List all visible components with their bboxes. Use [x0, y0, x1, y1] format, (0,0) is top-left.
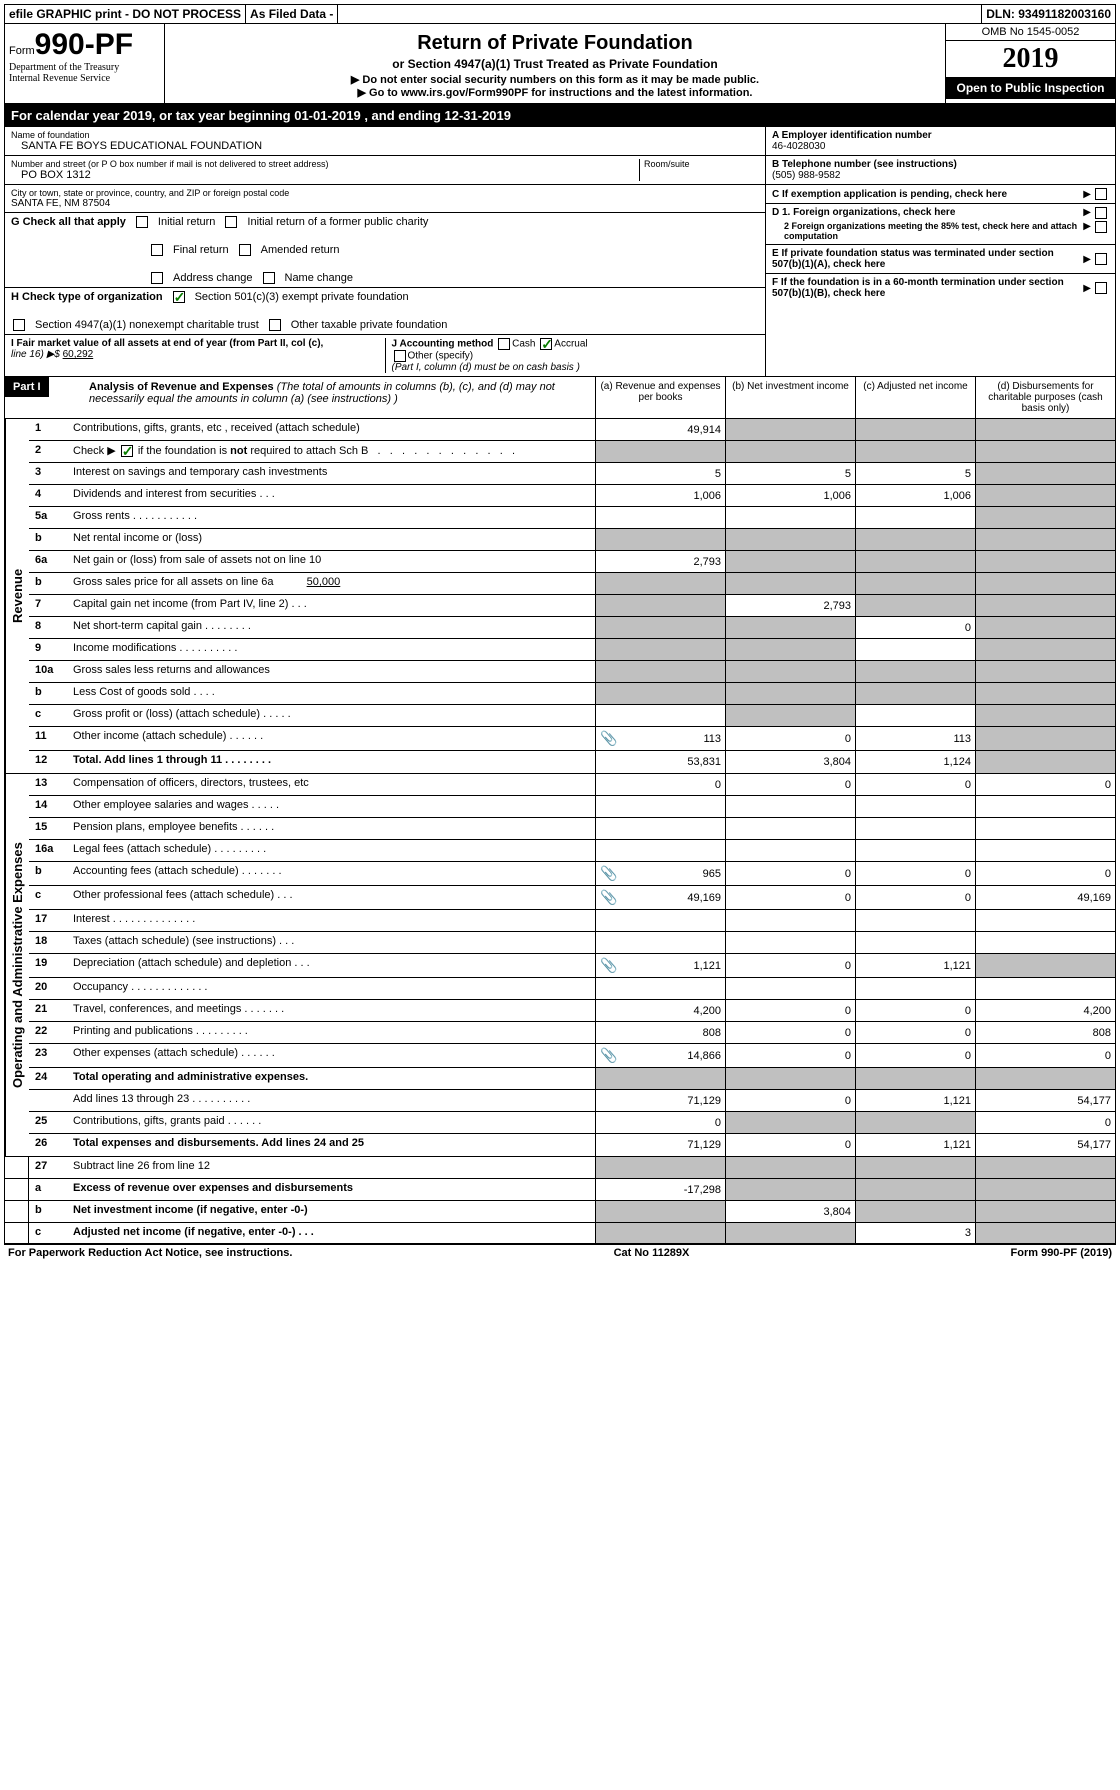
- arrow-icon: ▶: [1083, 189, 1091, 200]
- cash-checkbox[interactable]: [498, 338, 510, 350]
- cat-no: Cat No 11289X: [614, 1247, 690, 1259]
- city-state-zip: SANTA FE, NM 87504: [11, 198, 759, 209]
- info-section: Name of foundation SANTA FE BOYS EDUCATI…: [4, 127, 1116, 377]
- main-title: Return of Private Foundation: [169, 32, 941, 55]
- attach-icon[interactable]: 📎: [600, 865, 617, 882]
- subtitle: or Section 4947(a)(1) Trust Treated as P…: [169, 57, 941, 71]
- 501c3-checkbox[interactable]: [173, 291, 185, 303]
- right-box: OMB No 1545-0052 2019 Open to Public Ins…: [945, 24, 1115, 103]
- dln: DLN: 93491182003160: [982, 5, 1115, 23]
- expenses-side-label: Operating and Administrative Expenses: [5, 774, 29, 1156]
- col-c-header: (c) Adjusted net income: [855, 377, 975, 418]
- accrual-checkbox[interactable]: [540, 338, 552, 350]
- form-ref: Form 990-PF (2019): [1011, 1247, 1112, 1259]
- fmv-value: 60,292: [63, 349, 94, 360]
- f-checkbox[interactable]: [1095, 282, 1107, 294]
- address-change-checkbox[interactable]: [151, 272, 163, 284]
- other-taxable-checkbox[interactable]: [269, 319, 281, 331]
- g-row: G Check all that apply Initial return In…: [5, 213, 765, 288]
- h-row: H Check type of organization Section 501…: [5, 288, 765, 335]
- final-return-checkbox[interactable]: [151, 244, 163, 256]
- revenue-side-label: Revenue: [5, 419, 29, 773]
- amended-return-checkbox[interactable]: [239, 244, 251, 256]
- part-label: Part I: [5, 377, 49, 397]
- ein: 46-4028030: [772, 141, 1109, 152]
- calendar-year: For calendar year 2019, or tax year begi…: [4, 104, 1116, 127]
- instruction-2: ▶ Go to www.irs.gov/Form990PF for instru…: [169, 86, 941, 99]
- open-public: Open to Public Inspection: [946, 77, 1115, 99]
- col-a-header: (a) Revenue and expenses per books: [595, 377, 725, 418]
- foundation-name: SANTA FE BOYS EDUCATIONAL FOUNDATION: [11, 140, 759, 152]
- d2-checkbox[interactable]: [1095, 221, 1107, 233]
- c-checkbox[interactable]: [1095, 188, 1107, 200]
- attach-icon[interactable]: 📎: [600, 730, 617, 747]
- 4947-checkbox[interactable]: [13, 319, 25, 331]
- tax-year: 2019: [946, 41, 1115, 77]
- e-checkbox[interactable]: [1095, 253, 1107, 265]
- form-box: Form990-PF Department of the Treasury In…: [5, 24, 165, 103]
- name-change-checkbox[interactable]: [263, 272, 275, 284]
- address: PO BOX 1312: [11, 169, 639, 181]
- form-number: 990-PF: [35, 28, 133, 61]
- form-container: efile GRAPHIC print - DO NOT PROCESS As …: [0, 0, 1120, 1265]
- part1-header: Part I Analysis of Revenue and Expenses …: [4, 377, 1116, 419]
- initial-return-checkbox[interactable]: [136, 216, 148, 228]
- as-filed: As Filed Data -: [246, 5, 338, 23]
- phone: (505) 988-9582: [772, 170, 1109, 181]
- instruction-1: ▶ Do not enter social security numbers o…: [169, 73, 941, 86]
- paperwork-notice: For Paperwork Reduction Act Notice, see …: [8, 1247, 292, 1259]
- omb-number: OMB No 1545-0052: [946, 24, 1115, 41]
- schb-checkbox[interactable]: [121, 445, 133, 457]
- efile-notice: efile GRAPHIC print - DO NOT PROCESS: [5, 5, 246, 23]
- title-box: Return of Private Foundation or Section …: [165, 24, 945, 103]
- d1-checkbox[interactable]: [1095, 207, 1107, 219]
- attach-icon[interactable]: 📎: [600, 889, 617, 906]
- col-d-header: (d) Disbursements for charitable purpose…: [975, 377, 1115, 418]
- other-method-checkbox[interactable]: [394, 350, 406, 362]
- header: Form990-PF Department of the Treasury In…: [4, 24, 1116, 104]
- dept-treasury: Department of the Treasury: [9, 62, 160, 73]
- top-bar: efile GRAPHIC print - DO NOT PROCESS As …: [4, 4, 1116, 24]
- irs: Internal Revenue Service: [9, 73, 160, 84]
- col-b-header: (b) Net investment income: [725, 377, 855, 418]
- footer: For Paperwork Reduction Act Notice, see …: [4, 1245, 1116, 1261]
- foundation-name-cell: Name of foundation SANTA FE BOYS EDUCATI…: [5, 127, 765, 156]
- revenue-section: Revenue 1Contributions, gifts, grants, e…: [4, 419, 1116, 1245]
- initial-former-checkbox[interactable]: [225, 216, 237, 228]
- irs-link[interactable]: www.irs.gov/Form990PF: [401, 87, 528, 99]
- attach-icon[interactable]: 📎: [600, 1047, 617, 1064]
- attach-icon[interactable]: 📎: [600, 957, 617, 974]
